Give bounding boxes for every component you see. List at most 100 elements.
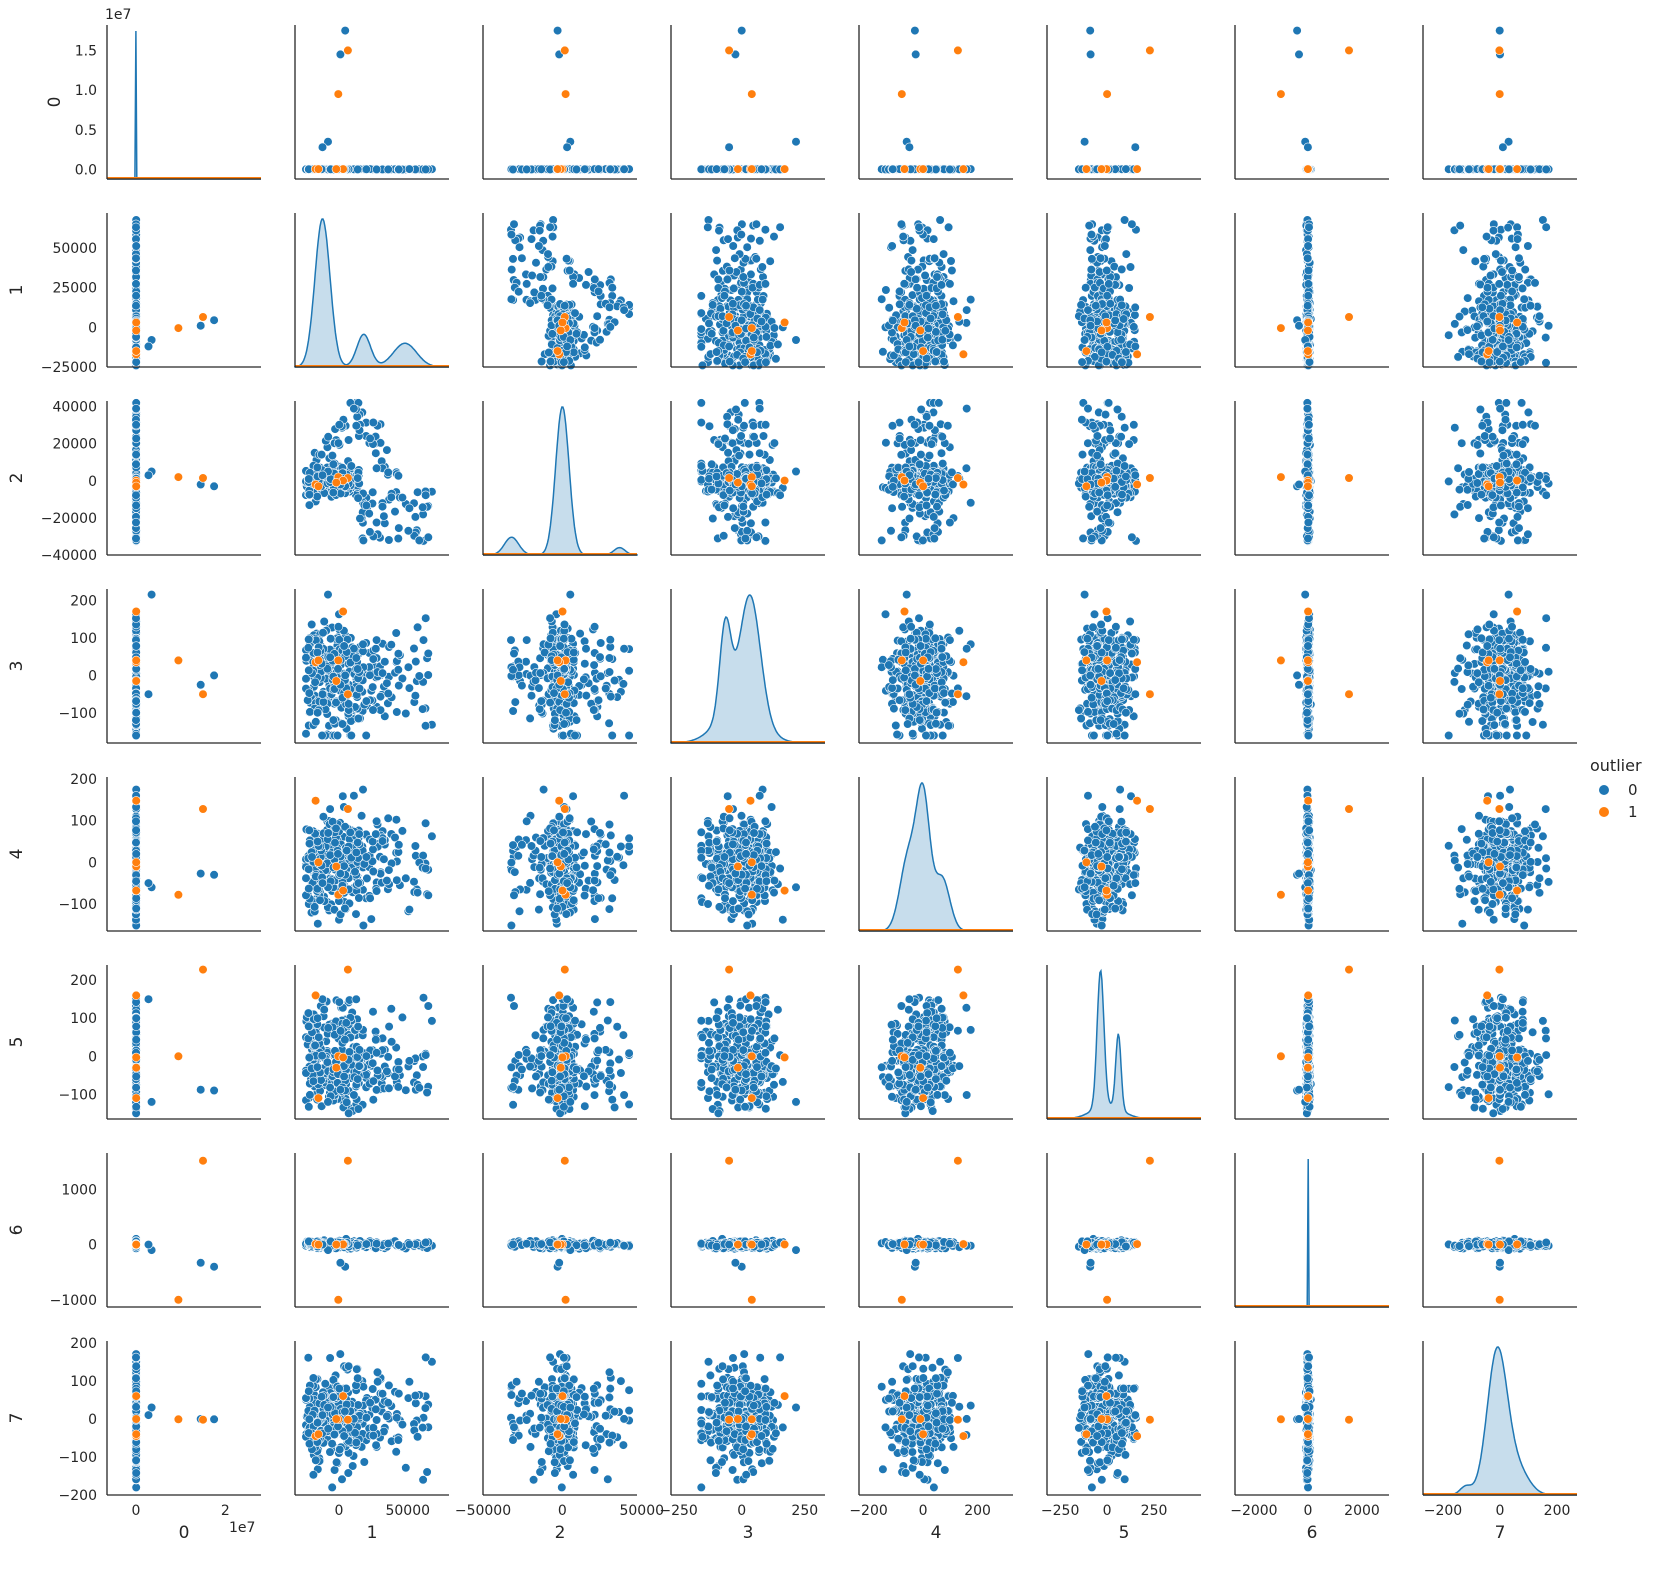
- point-inlier: [560, 301, 569, 310]
- point-outlier: [748, 324, 757, 333]
- point-inlier: [697, 165, 706, 174]
- point-outlier: [900, 165, 909, 174]
- point-outlier: [344, 46, 353, 55]
- point-inlier: [902, 358, 911, 367]
- point-inlier: [954, 333, 963, 342]
- point-inlier: [698, 361, 707, 370]
- point-inlier: [1531, 279, 1540, 288]
- point-inlier: [741, 358, 750, 367]
- point-inlier: [1106, 299, 1115, 308]
- point-inlier: [757, 165, 766, 174]
- point-inlier: [132, 358, 141, 367]
- point-inlier: [1471, 257, 1480, 266]
- point-inlier: [509, 255, 518, 264]
- point-inlier: [752, 220, 761, 229]
- point-inlier: [911, 26, 920, 35]
- point-inlier: [1518, 284, 1527, 293]
- panel-0-3: [671, 25, 825, 179]
- point-inlier: [1097, 348, 1106, 357]
- point-inlier: [756, 237, 765, 246]
- point-inlier: [1293, 26, 1302, 35]
- point-outlier: [1496, 165, 1505, 174]
- point-inlier: [705, 319, 714, 328]
- point-inlier: [1092, 301, 1101, 310]
- point-inlier: [1088, 255, 1097, 264]
- point-inlier: [1119, 315, 1128, 324]
- point-inlier: [913, 283, 922, 292]
- point-inlier: [723, 275, 732, 284]
- point-inlier: [897, 220, 906, 229]
- point-inlier: [1305, 358, 1314, 367]
- point-inlier: [1465, 350, 1474, 359]
- point-inlier: [938, 310, 947, 319]
- point-inlier: [581, 343, 590, 352]
- point-inlier: [522, 165, 531, 174]
- point-inlier: [907, 268, 916, 277]
- point-inlier: [1482, 232, 1491, 241]
- point-inlier: [905, 143, 914, 152]
- point-inlier: [1473, 322, 1482, 331]
- point-inlier: [546, 357, 555, 366]
- point-inlier: [1511, 243, 1520, 252]
- point-inlier: [144, 342, 153, 351]
- point-inlier: [770, 324, 779, 333]
- point-inlier: [1087, 230, 1096, 239]
- point-inlier: [1505, 165, 1514, 174]
- point-inlier: [750, 333, 759, 342]
- point-inlier: [1504, 223, 1513, 232]
- point-inlier: [743, 243, 752, 252]
- point-inlier: [714, 275, 723, 284]
- point-outlier: [561, 46, 570, 55]
- point-inlier: [546, 223, 555, 232]
- point-inlier: [737, 26, 746, 35]
- point-inlier: [1096, 254, 1105, 263]
- point-inlier: [924, 324, 933, 333]
- point-inlier: [776, 223, 785, 232]
- point-inlier: [944, 223, 953, 232]
- point-inlier: [606, 323, 615, 332]
- point-inlier: [729, 299, 738, 308]
- point-inlier: [132, 242, 141, 251]
- point-inlier: [1131, 143, 1140, 152]
- point-outlier: [174, 324, 183, 333]
- point-outlier: [1097, 326, 1106, 335]
- point-inlier: [545, 348, 554, 357]
- point-outlier: [1097, 165, 1106, 174]
- point-inlier: [936, 216, 945, 225]
- point-outlier: [1304, 318, 1313, 327]
- point-inlier: [713, 357, 722, 366]
- point-inlier: [535, 242, 544, 251]
- point-inlier: [1086, 50, 1095, 59]
- point-inlier: [939, 250, 948, 259]
- point-inlier: [1117, 265, 1126, 274]
- point-inlier: [1508, 266, 1517, 275]
- point-inlier: [1526, 165, 1535, 174]
- point-inlier: [537, 165, 546, 174]
- point-inlier: [537, 291, 546, 300]
- point-outlier: [1484, 165, 1493, 174]
- kde-area-1: [295, 219, 449, 367]
- point-inlier: [1459, 246, 1468, 255]
- point-inlier: [885, 303, 894, 312]
- point-inlier: [1496, 357, 1505, 366]
- point-inlier: [590, 324, 599, 333]
- point-inlier: [949, 297, 958, 306]
- panel-1-6: [1235, 213, 1389, 370]
- point-inlier: [762, 358, 771, 367]
- point-inlier: [914, 358, 923, 367]
- point-outlier: [1146, 313, 1155, 322]
- point-inlier: [1080, 137, 1089, 146]
- point-inlier: [1508, 287, 1517, 296]
- point-inlier: [1444, 331, 1453, 340]
- point-inlier: [725, 143, 734, 152]
- point-inlier: [1128, 220, 1137, 229]
- panel-0-7: [1423, 25, 1577, 179]
- point-inlier: [731, 254, 740, 263]
- point-inlier: [535, 226, 544, 235]
- point-inlier: [1542, 165, 1551, 174]
- point-outlier: [734, 165, 743, 174]
- point-inlier: [1118, 301, 1127, 310]
- point-outlier: [1133, 350, 1142, 359]
- point-inlier: [1086, 321, 1095, 330]
- point-inlier: [1105, 280, 1114, 289]
